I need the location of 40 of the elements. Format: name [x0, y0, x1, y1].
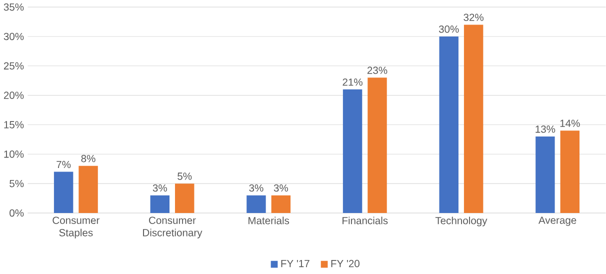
bar [342, 89, 362, 213]
data-label: 3% [249, 184, 264, 192]
data-label: 14% [560, 120, 580, 127]
bar [246, 195, 266, 213]
data-label: 3% [274, 184, 288, 192]
data-label: 5% [178, 172, 192, 180]
data-label: 13% [536, 125, 556, 133]
data-label: 30% [438, 25, 459, 33]
x-tick-label: Consumer Discretionary [143, 216, 202, 238]
y-tick-label: 5% [10, 180, 24, 188]
legend-label: FY '17 [281, 260, 310, 267]
bar [464, 24, 484, 213]
bar [439, 36, 458, 213]
bar [368, 78, 387, 213]
x-tick-label: Technology [435, 216, 488, 226]
bar [78, 166, 98, 213]
data-label: 3% [152, 184, 167, 192]
bar [536, 136, 555, 213]
y-tick-label: 30% [4, 32, 24, 40]
x-tick-label: Average [538, 216, 576, 226]
y-tick-label: 15% [4, 121, 24, 128]
y-tick-label: 0% [10, 209, 24, 217]
bar [560, 130, 580, 213]
bar [174, 183, 194, 213]
bar [54, 172, 74, 213]
data-label: 7% [56, 160, 71, 168]
data-label: 8% [81, 154, 96, 162]
x-tick-label: Materials [248, 216, 290, 224]
bar [150, 195, 170, 213]
bar [271, 195, 291, 213]
data-label: 32% [464, 14, 484, 21]
data-label: 23% [367, 66, 388, 74]
y-tick-label: 35% [4, 3, 24, 11]
legend-label: FY '20 [331, 260, 360, 268]
data-label: 21% [342, 78, 362, 86]
y-tick-label: 10% [4, 150, 24, 158]
y-tick-label: 25% [4, 62, 24, 70]
y-tick-label: 20% [4, 92, 24, 99]
x-tick-label: Financials [342, 216, 388, 224]
x-tick-label: Consumer Staples [52, 216, 100, 238]
